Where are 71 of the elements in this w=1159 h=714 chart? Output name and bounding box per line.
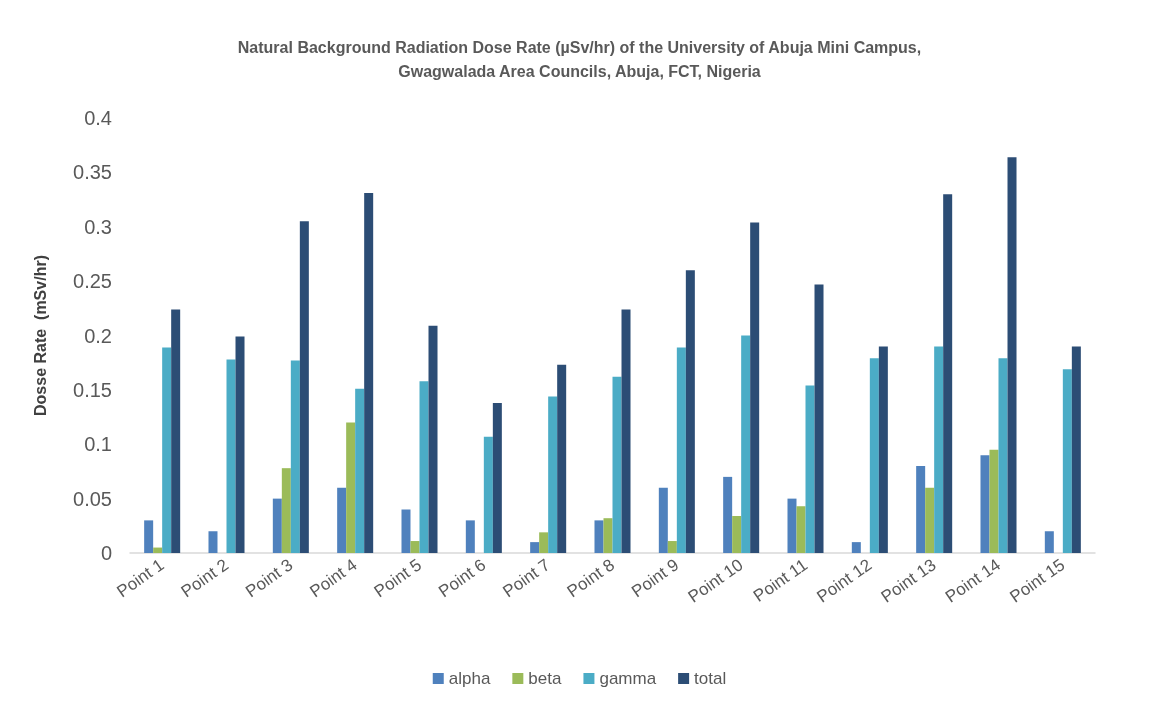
bar [723,476,733,553]
legend-label: beta [528,669,562,688]
y-tick-label: 0 [100,542,112,564]
bar [483,436,493,553]
bar [685,270,695,553]
legend-label: alpha [448,669,491,688]
bar [878,346,888,553]
bar [208,531,218,553]
bar [410,541,420,553]
y-tick-label: 0.3 [84,215,112,238]
y-axis-title: Dosse Rate (mSv/hr) [31,255,49,416]
y-tick-label: 0.2 [84,324,112,347]
bar [980,455,990,553]
bar [299,221,309,553]
legend-label: gamma [599,669,657,688]
bar [676,347,686,553]
bar [750,222,760,553]
bar [1071,346,1081,553]
bar [162,347,172,553]
y-tick-label: 0.35 [73,161,112,184]
bar [658,487,668,553]
bar [594,520,604,553]
bar [492,402,502,553]
bar [548,396,558,553]
bar [787,498,797,553]
bar [998,358,1008,553]
bar [916,466,926,553]
bar [530,542,540,553]
bar [805,385,815,553]
bar [465,520,475,553]
bar [364,193,374,553]
bar [851,542,861,553]
y-tick-label: 0.05 [73,487,112,510]
bar [557,364,567,553]
bar [869,358,879,553]
bar [401,509,411,553]
y-tick-label: 0.4 [84,107,112,129]
bar [153,547,163,553]
bar [925,487,935,553]
bar [281,468,291,553]
chart-title: Natural Background Radiation Dose Rate (µSv/hr) of the University of Abuja Mini Campus, Gwagwalada Area Councils, Abuja, FCT, Nigeria [237,38,922,80]
bar [741,335,751,553]
bar [272,498,282,553]
bar [732,516,742,553]
bar [290,360,300,553]
bar [621,309,631,553]
bar [1007,157,1017,553]
bar [539,532,549,553]
bar [171,309,181,553]
bar [346,422,356,553]
bar [337,487,347,553]
bar [419,381,429,553]
bar [235,336,245,553]
y-tick-label: 0.25 [73,270,112,293]
bar [943,194,953,553]
y-tick-label: 0.1 [84,433,112,456]
bar [814,284,824,553]
legend-label: total [694,669,727,688]
bar [612,376,622,553]
bar [144,520,154,553]
bar [1044,531,1054,553]
bar [934,346,944,553]
bar [667,541,677,553]
bar [1062,369,1072,553]
bar [796,506,806,553]
bar [603,518,613,553]
bar [989,449,999,553]
bar [355,388,365,553]
bar [226,359,236,553]
bar [428,325,438,553]
y-tick-label: 0.15 [73,378,112,401]
